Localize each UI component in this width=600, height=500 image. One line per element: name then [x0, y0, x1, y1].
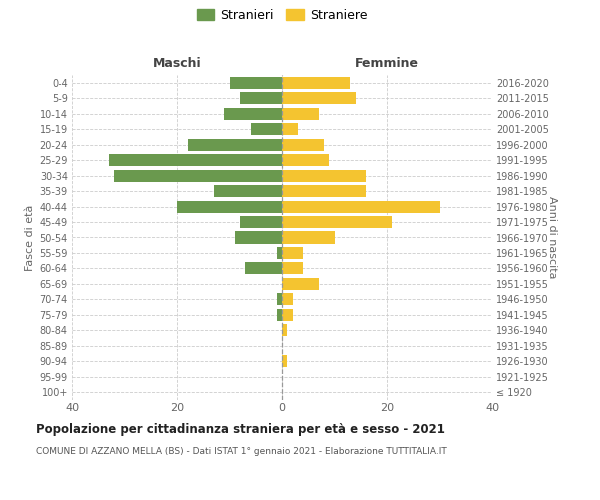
Legend: Stranieri, Straniere: Stranieri, Straniere	[194, 6, 370, 24]
Bar	[277, 294, 282, 306]
Bar	[282, 154, 329, 166]
Bar	[282, 216, 392, 228]
Bar	[282, 123, 298, 135]
Bar	[251, 123, 282, 135]
Y-axis label: Fasce di età: Fasce di età	[25, 204, 35, 270]
Bar	[229, 76, 282, 89]
Text: Popolazione per cittadinanza straniera per età e sesso - 2021: Popolazione per cittadinanza straniera p…	[36, 422, 445, 436]
Bar	[187, 138, 282, 150]
Bar	[282, 76, 350, 89]
Bar	[109, 154, 282, 166]
Y-axis label: Anni di nascita: Anni di nascita	[547, 196, 557, 279]
Bar	[240, 92, 282, 104]
Bar	[282, 138, 324, 150]
Bar	[214, 185, 282, 197]
Bar	[282, 294, 293, 306]
Bar	[277, 309, 282, 321]
Bar	[282, 324, 287, 336]
Bar	[282, 92, 355, 104]
Bar	[240, 216, 282, 228]
Bar	[282, 108, 319, 120]
Bar	[245, 262, 282, 274]
Bar	[282, 200, 439, 212]
Bar	[282, 247, 303, 259]
Bar	[282, 309, 293, 321]
Bar	[282, 278, 319, 290]
Text: COMUNE DI AZZANO MELLA (BS) - Dati ISTAT 1° gennaio 2021 - Elaborazione TUTTITAL: COMUNE DI AZZANO MELLA (BS) - Dati ISTAT…	[36, 448, 447, 456]
Bar	[224, 108, 282, 120]
Bar	[282, 185, 366, 197]
Text: Maschi: Maschi	[152, 57, 202, 70]
Bar	[277, 247, 282, 259]
Bar	[114, 170, 282, 181]
Bar	[282, 232, 335, 243]
Bar	[282, 170, 366, 181]
Bar	[177, 200, 282, 212]
Bar	[235, 232, 282, 243]
Bar	[282, 356, 287, 368]
Bar	[282, 262, 303, 274]
Text: Femmine: Femmine	[355, 57, 419, 70]
